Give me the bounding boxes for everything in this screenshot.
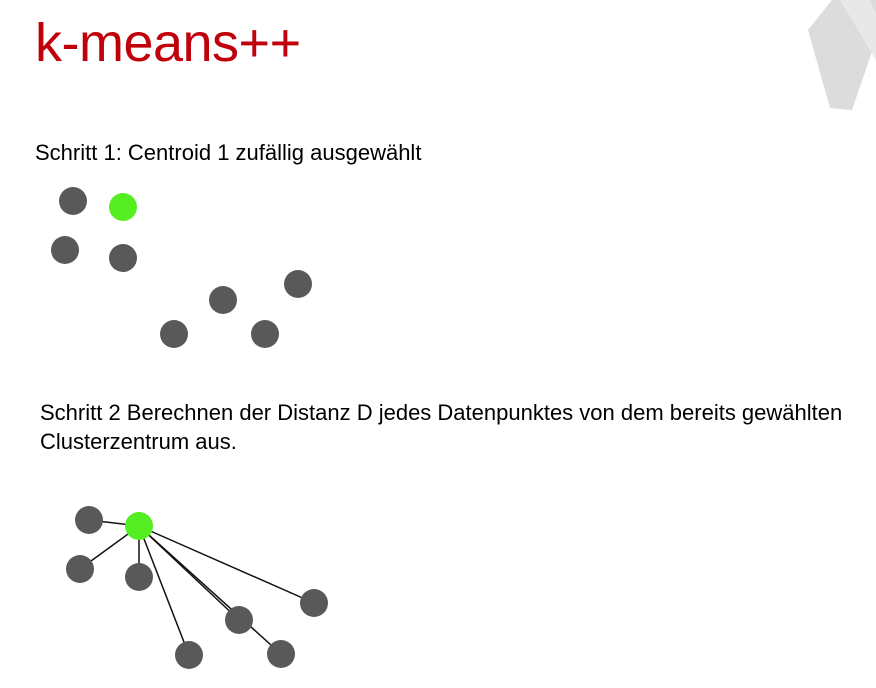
data-point <box>209 286 237 314</box>
step-2-diagram <box>66 506 328 669</box>
data-point <box>75 506 103 534</box>
logo-shape-2 <box>840 0 876 60</box>
step-1-caption: Schritt 1: Centroid 1 zufällig ausgewähl… <box>35 140 422 165</box>
logo-watermark-icon <box>808 0 876 110</box>
data-point <box>66 555 94 583</box>
step-1-diagram <box>51 187 312 348</box>
slide-title: k-means++ <box>35 13 301 73</box>
step-2-caption: Schritt 2 Berechnen der Distanz D jedes … <box>40 400 843 454</box>
centroid-1 <box>125 512 153 540</box>
data-point <box>51 236 79 264</box>
data-point <box>160 320 188 348</box>
data-point <box>300 589 328 617</box>
centroid-1 <box>109 193 137 221</box>
data-point <box>175 641 203 669</box>
distance-lines <box>79 519 315 656</box>
data-point <box>284 270 312 298</box>
data-point <box>109 244 137 272</box>
distance-line <box>138 525 282 655</box>
data-point <box>267 640 295 668</box>
data-point <box>125 563 153 591</box>
data-point <box>225 606 253 634</box>
data-point <box>59 187 87 215</box>
data-point <box>251 320 279 348</box>
distance-line <box>138 525 190 656</box>
distance-line <box>138 525 315 604</box>
